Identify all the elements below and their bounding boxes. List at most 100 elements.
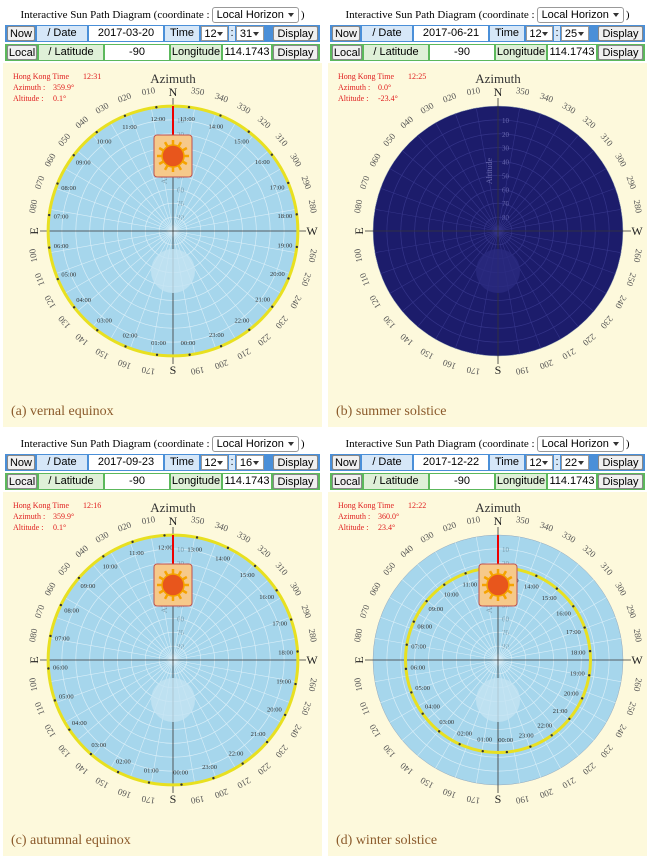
minute-select[interactable]: 16 bbox=[236, 455, 264, 470]
local-button[interactable]: Local bbox=[332, 474, 362, 489]
hour-label: 02:00 bbox=[116, 758, 131, 765]
latitude-input[interactable]: -90 bbox=[430, 474, 494, 489]
azimuth-grid-line bbox=[475, 107, 499, 232]
display-button[interactable]: Display bbox=[273, 26, 318, 41]
hour-label: 06:00 bbox=[410, 665, 425, 672]
hour-select[interactable]: 12 bbox=[201, 455, 228, 470]
longitude-input[interactable]: 114.1743 bbox=[223, 45, 271, 60]
hour-dot bbox=[568, 717, 571, 721]
hour-select[interactable]: 12 bbox=[526, 455, 553, 470]
local-button[interactable]: Local bbox=[7, 45, 37, 60]
date-input[interactable]: 2017-09-23 bbox=[89, 455, 163, 470]
azimuth-label: 100 bbox=[352, 677, 364, 693]
hour-select[interactable]: 12 bbox=[526, 26, 553, 41]
now-button[interactable]: Now bbox=[7, 455, 35, 470]
hour-label: 04:00 bbox=[425, 704, 440, 711]
azimuth-label: 030 bbox=[419, 529, 436, 545]
now-button[interactable]: Now bbox=[332, 26, 360, 41]
header: Interactive Sun Path Diagram (coordinate… bbox=[328, 435, 647, 452]
azimuth-label: 280 bbox=[632, 199, 644, 215]
hour-label: 16:00 bbox=[255, 159, 270, 166]
date-input[interactable]: 2017-03-20 bbox=[89, 26, 163, 41]
azimuth-grid-line bbox=[435, 230, 499, 340]
latitude-label: / Latitude bbox=[39, 45, 103, 60]
latitude-input[interactable]: -90 bbox=[430, 45, 494, 60]
local-button[interactable]: Local bbox=[332, 45, 362, 60]
azimuth-label: 070 bbox=[33, 603, 47, 620]
hour-select[interactable]: 12 bbox=[201, 26, 228, 41]
azimuth-label: 080 bbox=[352, 198, 364, 214]
display-button[interactable]: Display bbox=[273, 455, 318, 470]
coordinate-select[interactable]: Local Horizon bbox=[211, 435, 299, 452]
azimuth-grid-line bbox=[497, 230, 579, 327]
latitude-input[interactable]: -90 bbox=[105, 474, 169, 489]
coordinate-select[interactable]: Local Horizon bbox=[211, 6, 299, 23]
cardinal-label: S bbox=[495, 363, 502, 377]
date-input[interactable]: 2017-06-21 bbox=[414, 26, 488, 41]
longitude-input[interactable]: 114.1743 bbox=[223, 474, 271, 489]
longitude-input[interactable]: 114.1743 bbox=[548, 474, 596, 489]
header-end: ) bbox=[300, 8, 305, 21]
coordinate-select[interactable]: Local Horizon bbox=[536, 6, 624, 23]
header: Interactive Sun Path Diagram (coordinate… bbox=[328, 6, 647, 23]
display-button[interactable]: Display bbox=[273, 474, 318, 489]
hour-dot bbox=[294, 682, 297, 686]
info-altitude-label: Altitude : bbox=[13, 94, 43, 103]
panel: Interactive Sun Path Diagram (coordinate… bbox=[328, 432, 647, 856]
display-button[interactable]: Display bbox=[598, 26, 643, 41]
hour-dot bbox=[124, 345, 127, 348]
azimuth-label: 320 bbox=[581, 114, 598, 131]
diagram-area: Hong Kong Time 12:25 Azimuth : 0.0° Altitude… bbox=[328, 63, 647, 427]
azimuth-label: 200 bbox=[538, 786, 555, 800]
now-button[interactable]: Now bbox=[332, 455, 360, 470]
hour-dot bbox=[47, 667, 50, 670]
azimuth-grid-line bbox=[497, 637, 622, 661]
azimuth-grid-line bbox=[172, 122, 236, 232]
logo bbox=[476, 249, 520, 293]
hour-dot bbox=[283, 713, 287, 717]
azimuth-grid-line bbox=[497, 187, 616, 232]
azimuth-label: 200 bbox=[538, 357, 555, 371]
header: Interactive Sun Path Diagram (coordinate… bbox=[3, 435, 322, 452]
minute-select[interactable]: 22 bbox=[561, 455, 589, 470]
hour-label: 07:00 bbox=[54, 214, 69, 221]
azimuth-grid-line bbox=[380, 659, 499, 704]
display-button[interactable]: Display bbox=[273, 45, 318, 60]
latitude-input[interactable]: -90 bbox=[105, 45, 169, 60]
display-button[interactable]: Display bbox=[598, 455, 643, 470]
azimuth-label: 190 bbox=[190, 794, 206, 806]
azimuth-grid-line bbox=[172, 659, 291, 704]
display-button[interactable]: Display bbox=[598, 474, 643, 489]
azimuth-label: 020 bbox=[441, 90, 458, 104]
azimuth-label: 340 bbox=[539, 520, 556, 534]
minute-select[interactable]: 25 bbox=[561, 26, 589, 41]
coordinate-select[interactable]: Local Horizon bbox=[536, 435, 624, 452]
azimuth-grid-line bbox=[435, 659, 499, 769]
minute-select[interactable]: 31 bbox=[236, 26, 264, 41]
hour-dot bbox=[580, 697, 584, 700]
azimuth-label: 250 bbox=[299, 701, 313, 718]
hour-dot bbox=[77, 576, 81, 580]
header-end: ) bbox=[625, 8, 630, 21]
azimuth-label: 320 bbox=[256, 543, 273, 560]
azimuth-grid-line bbox=[77, 230, 174, 312]
info-azimuth: 359.9° bbox=[53, 83, 74, 92]
azimuth-label: 230 bbox=[273, 743, 290, 760]
hour-label: 16:00 bbox=[556, 610, 571, 617]
azimuth-label: 230 bbox=[273, 314, 290, 331]
display-button[interactable]: Display bbox=[598, 45, 643, 60]
hour-dot bbox=[588, 674, 591, 677]
azimuth-label: 080 bbox=[27, 627, 39, 643]
now-button[interactable]: Now bbox=[7, 26, 35, 41]
caption: (a) vernal equinox bbox=[11, 404, 114, 419]
date-input[interactable]: 2017-12-22 bbox=[414, 455, 488, 470]
hour-dot bbox=[535, 574, 538, 578]
hour-label: 22:00 bbox=[235, 317, 250, 324]
local-button[interactable]: Local bbox=[7, 474, 37, 489]
cardinal-label: N bbox=[169, 85, 178, 99]
hour-dot bbox=[572, 605, 575, 608]
hour-label: 01:00 bbox=[477, 736, 492, 743]
longitude-input[interactable]: 114.1743 bbox=[548, 45, 596, 60]
hour-label: 07:00 bbox=[55, 635, 70, 642]
azimuth-label: 200 bbox=[213, 786, 230, 800]
